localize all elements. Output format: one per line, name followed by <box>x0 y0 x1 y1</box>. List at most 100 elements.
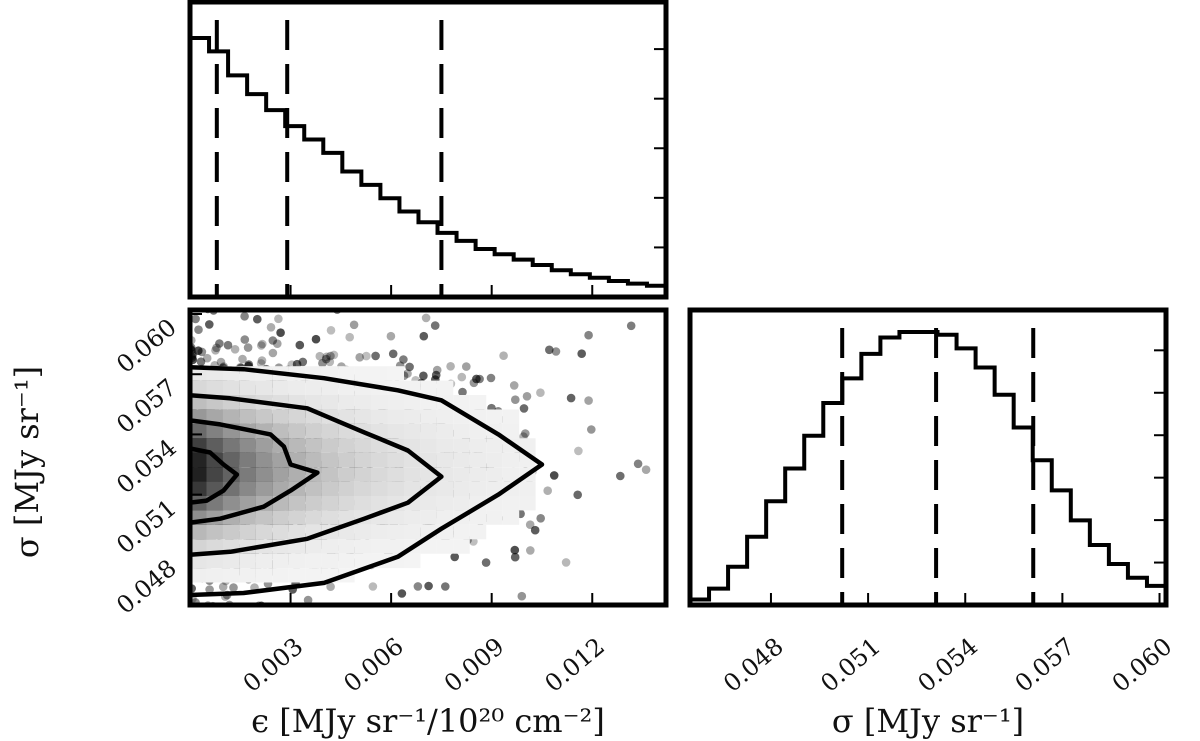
joint-density-panel: 0.003 0.006 0.009 0.012 0.0480.0510.0540.05… <box>111 262 669 698</box>
scatter-point <box>326 326 336 335</box>
scatter-point <box>238 354 247 364</box>
density-cell <box>502 409 520 424</box>
scatter-point <box>240 312 249 321</box>
density-cell <box>387 395 404 410</box>
scatter-point <box>430 321 440 330</box>
density-cell <box>436 496 454 511</box>
scatter-point <box>486 373 496 383</box>
scatter-point <box>329 350 339 360</box>
density-cell <box>338 496 355 511</box>
density-cell <box>190 481 207 496</box>
scatter-point <box>325 357 335 367</box>
density-cell <box>255 409 273 424</box>
scatter-point <box>326 582 335 591</box>
density-cell <box>354 366 372 381</box>
joint-y-axis-label: σ [MJy sr⁻¹] <box>8 366 46 558</box>
density-cell <box>420 380 437 395</box>
density-cell <box>420 423 437 439</box>
density-cell <box>272 423 289 439</box>
density-cell <box>403 481 421 496</box>
scatter-point <box>574 446 583 456</box>
density-cell <box>371 496 388 511</box>
density-cell <box>206 524 223 540</box>
density-cell <box>338 452 355 468</box>
density-cell <box>190 380 207 395</box>
density-cell <box>206 452 223 468</box>
density-cell <box>239 524 256 540</box>
joint-xtick-label: 0.009 <box>439 632 510 698</box>
scatter-point <box>266 323 276 332</box>
scatter-point <box>218 582 228 592</box>
density-cell <box>354 524 372 540</box>
density-cell <box>305 438 322 453</box>
density-cell <box>502 423 520 439</box>
density-cell <box>206 409 223 424</box>
density-cell <box>255 467 273 482</box>
sigma-histogram <box>690 330 1166 602</box>
scatter-point <box>421 313 431 323</box>
scatter-point <box>268 348 278 358</box>
density-cell <box>469 510 487 525</box>
scatter-point <box>189 654 198 663</box>
scatter-point <box>431 370 441 380</box>
scatter-point <box>243 343 253 352</box>
density-cell <box>288 568 306 583</box>
density-cell <box>387 452 404 468</box>
density-cell <box>190 395 207 410</box>
density-cell <box>354 481 372 496</box>
density-cell <box>469 438 487 453</box>
density-cell <box>206 380 223 395</box>
scatter-point <box>577 349 586 359</box>
density-cell <box>403 553 421 569</box>
density-cell <box>305 539 322 554</box>
scatter-point <box>626 321 636 331</box>
scatter-point <box>405 362 414 372</box>
density-cell <box>321 539 339 554</box>
scatter-point <box>368 582 378 591</box>
density-cell <box>288 467 306 482</box>
density-cell <box>239 568 256 583</box>
contour-middle <box>190 393 444 558</box>
scatter-point <box>457 372 467 382</box>
scatter-point <box>469 622 478 631</box>
scatter-point <box>321 354 331 364</box>
density-cell <box>321 553 339 569</box>
sigma-marginal-frame <box>687 307 1169 608</box>
density-cell <box>338 539 355 554</box>
density-cell <box>272 467 289 482</box>
density-cell <box>519 481 536 496</box>
density-cell <box>190 553 207 569</box>
density-cell <box>436 481 454 496</box>
epsilon-marginal-panel <box>187 0 669 300</box>
density-cell <box>321 438 339 453</box>
scatter-point <box>587 425 596 434</box>
density-cell <box>222 452 240 468</box>
density-cell <box>190 467 207 482</box>
joint-ytick-label: 0.060 <box>111 313 182 379</box>
density-cell <box>354 539 372 554</box>
density-cell <box>206 553 223 569</box>
scatter-point <box>616 471 625 481</box>
density-cell <box>321 481 339 496</box>
scatter-point <box>472 374 481 384</box>
scatter-point <box>253 620 262 629</box>
density-cell <box>222 524 240 540</box>
scatter-point <box>362 351 371 361</box>
density-cell <box>288 510 306 525</box>
scatter-point <box>193 262 202 271</box>
density-cell <box>288 524 306 540</box>
density-cell <box>288 423 306 439</box>
density-cell <box>222 438 240 453</box>
epsilon-marginal-frame <box>187 0 669 300</box>
scatter-point <box>419 331 429 341</box>
scatter-point <box>584 396 593 405</box>
joint-xtick-label: 0.006 <box>338 632 409 698</box>
density-cell <box>453 539 470 554</box>
density-cell <box>420 409 437 424</box>
density-cell <box>354 553 372 569</box>
contour-layer <box>190 364 545 598</box>
density-cell <box>469 524 487 540</box>
scatter-point <box>511 395 520 405</box>
density-cell <box>190 452 207 468</box>
density-cell <box>453 496 470 511</box>
